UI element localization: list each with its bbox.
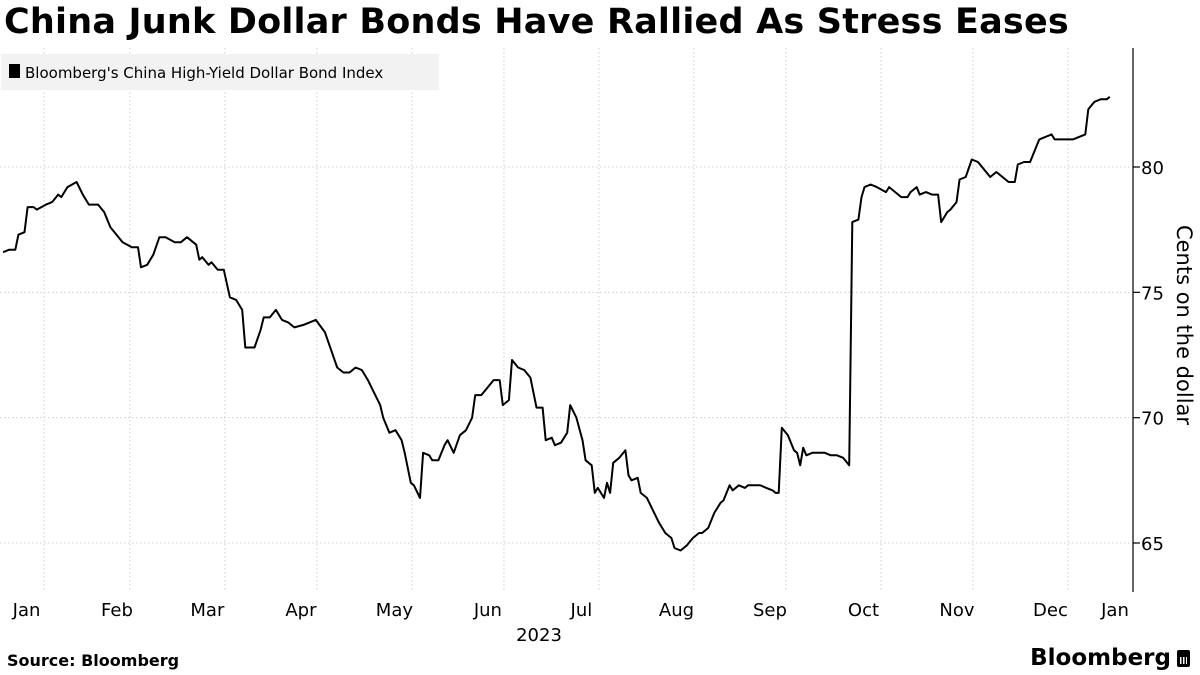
x-axis-year-label: 2023	[516, 625, 562, 646]
x-tick-label: Oct	[848, 600, 879, 621]
x-tick-label: Jan	[1100, 600, 1129, 621]
x-axis: Jan Feb Mar Apr May Jun Jul Aug Sep Oct Nov Dec Jan	[12, 600, 1129, 621]
legend: Bloomberg's China High-Yield Dollar Bond…	[1, 54, 439, 90]
source-note: Source: Bloomberg	[7, 651, 180, 670]
x-tick-label: Apr	[285, 600, 317, 621]
y-axis: 65 70 75 80	[1132, 48, 1164, 592]
y-tick-label: 75	[1141, 283, 1164, 304]
x-tick-label: Sep	[753, 600, 787, 621]
grid	[0, 48, 1133, 592]
legend-background	[1, 54, 439, 90]
brand-name: Bloomberg	[1030, 645, 1171, 671]
y-tick-label: 80	[1141, 158, 1164, 179]
y-tick-label: 70	[1141, 409, 1164, 430]
y-tick-label: 65	[1141, 534, 1164, 555]
legend-swatch	[9, 64, 20, 78]
bloomberg-logo: Bloomberg	[1030, 645, 1190, 671]
x-tick-label: Feb	[101, 600, 133, 621]
chart-title: China Junk Dollar Bonds Have Rallied As …	[4, 2, 1069, 42]
horizontal-gridlines	[0, 166, 1133, 544]
legend-label: Bloomberg's China High-Yield Dollar Bond…	[25, 64, 383, 82]
bloomberg-terminal-icon	[1177, 649, 1190, 667]
x-tick-label: May	[376, 600, 414, 621]
x-tick-label: Jun	[473, 600, 502, 621]
x-tick-label: Mar	[190, 600, 225, 621]
y-axis-title: Cents on the dollar	[1172, 225, 1196, 425]
x-tick-label: Jul	[570, 600, 593, 621]
x-tick-label: Aug	[659, 600, 694, 621]
x-tick-label: Jan	[12, 600, 41, 621]
x-tick-label: Dec	[1033, 600, 1068, 621]
series-line	[2, 96, 1111, 552]
vertical-gridlines	[43, 48, 1069, 592]
x-tick-label: Nov	[939, 600, 974, 621]
